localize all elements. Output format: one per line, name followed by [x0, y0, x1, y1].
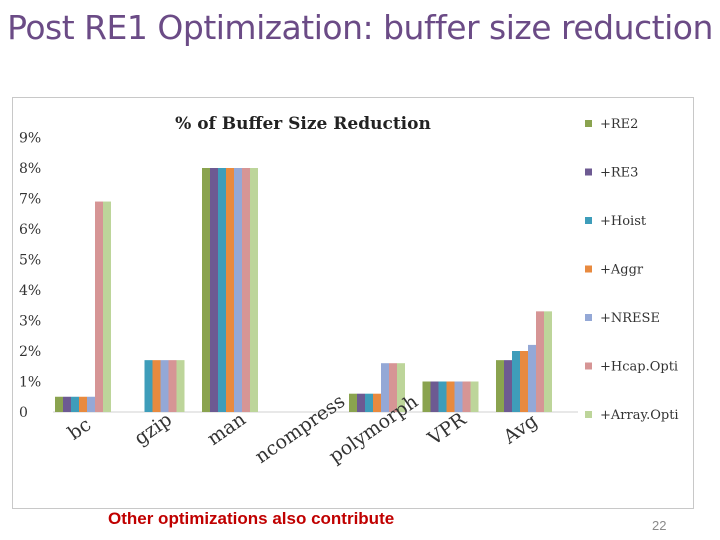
chart-title: % of Buffer Size Reduction [175, 114, 431, 134]
bar [365, 393, 373, 412]
y-tick-label: 6% [19, 222, 41, 238]
bar [226, 168, 234, 412]
y-tick-label: 9% [19, 131, 41, 147]
legend-label: +Hoist [600, 214, 647, 229]
x-tick-label: bc [64, 414, 95, 445]
bar [349, 393, 357, 412]
legend-label: +RE2 [600, 117, 638, 132]
x-tick-label: man [203, 408, 250, 450]
legend: +RE2 +RE3 +Hoist +Aggr +NRESE +Hcap.Opti +Arra… [585, 117, 679, 423]
bar [95, 201, 103, 412]
bar [438, 381, 447, 412]
bar [55, 396, 63, 412]
bar [357, 393, 365, 412]
x-tick-label: VPR [423, 408, 470, 450]
y-tick-label: 5% [19, 253, 41, 269]
legend-swatch [585, 120, 592, 127]
bar [496, 360, 504, 412]
bar [234, 168, 242, 412]
bar [218, 168, 226, 412]
bar [470, 381, 479, 412]
legend-swatch [585, 168, 592, 176]
bar [144, 360, 153, 412]
bar [242, 168, 250, 412]
bar [71, 396, 79, 412]
legend-label: +Array.Opti [600, 408, 679, 423]
legend-swatch [585, 362, 592, 370]
bar [504, 360, 512, 412]
bar [446, 381, 455, 412]
bar [528, 344, 536, 412]
bar [103, 201, 111, 412]
bar [512, 351, 520, 412]
chart-frame: % of Buffer Size Reduction 0 1% 2% 3% 4% 5% 6%… [12, 97, 694, 509]
bar [210, 168, 218, 412]
legend-swatch [585, 217, 592, 224]
y-tick-label: 8% [19, 161, 41, 177]
legend-label: +Aggr [600, 263, 644, 278]
slide-title: Post RE1 Optimization: buffer size reduc… [7, 8, 713, 47]
bar [202, 168, 210, 412]
bar-chart: % of Buffer Size Reduction 0 1% 2% 3% 4% 5% 6%… [19, 114, 679, 468]
legend-label: +NRESE [600, 311, 660, 326]
x-tick-label: gzip [130, 408, 176, 449]
bar [160, 360, 169, 412]
y-tick-label: 1% [19, 375, 41, 391]
legend-swatch [585, 411, 592, 418]
bar [520, 351, 528, 412]
page-number: 22 [652, 518, 667, 533]
y-tick-label: 0 [19, 405, 28, 421]
y-tick-label: 2% [19, 344, 41, 360]
bar [168, 360, 177, 412]
bar [430, 381, 439, 412]
legend-label: +Hcap.Opti [600, 360, 678, 375]
bar [381, 363, 389, 412]
legend-swatch [585, 265, 592, 273]
bar [389, 363, 397, 412]
y-tick-label: 3% [19, 314, 41, 330]
bar [544, 311, 552, 412]
bar [63, 396, 71, 412]
bar [87, 396, 95, 412]
bar [373, 393, 381, 412]
footer-note: Other optimizations also contribute [108, 509, 395, 528]
bar [536, 311, 544, 412]
bar [152, 360, 161, 412]
bar [79, 396, 87, 412]
legend-swatch [585, 314, 592, 321]
bar [176, 360, 185, 412]
bar [422, 381, 431, 412]
bar-group [55, 168, 552, 412]
x-tick-label: Avg [499, 410, 542, 449]
bar [397, 363, 405, 412]
legend-label: +RE3 [600, 166, 638, 181]
bar [454, 381, 463, 412]
y-tick-label: 4% [19, 283, 41, 299]
y-tick-label: 7% [19, 192, 41, 208]
bar [462, 381, 471, 412]
bar [250, 168, 258, 412]
y-axis: 0 1% 2% 3% 4% 5% 6% 7% 8% 9% [19, 131, 578, 421]
